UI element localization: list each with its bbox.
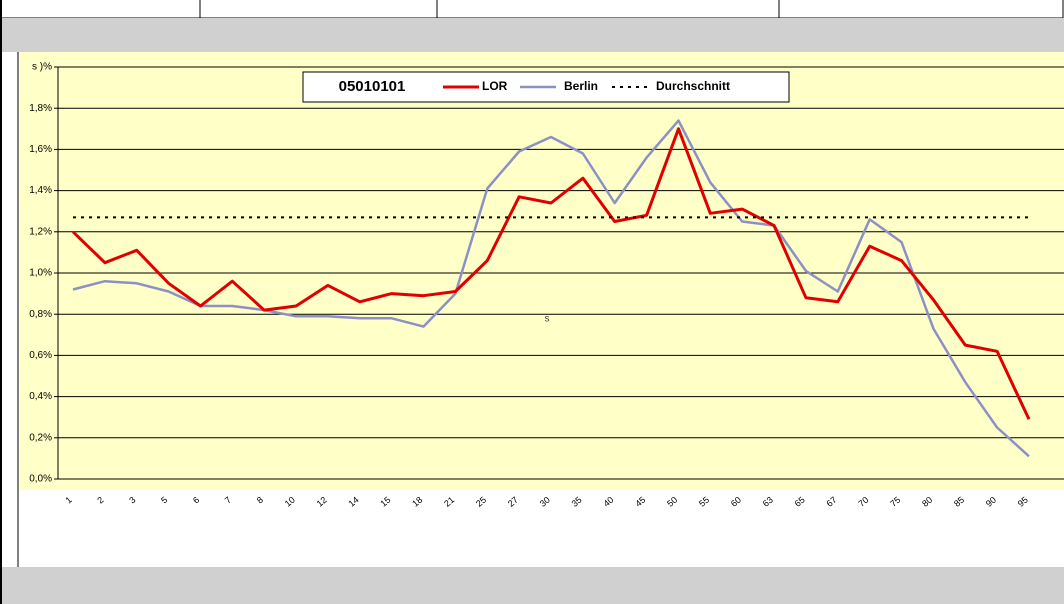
x-tick-label: 63 <box>761 495 775 509</box>
x-tick-label: 8 <box>255 495 265 506</box>
legend-label: Durchschnitt <box>656 79 730 93</box>
x-tick-label: 70 <box>856 495 870 509</box>
x-tick-label: 15 <box>378 495 392 509</box>
y-tick-label: 0,4% <box>29 391 52 402</box>
x-tick-label: 60 <box>729 495 743 509</box>
x-tick-label: 18 <box>410 495 424 509</box>
x-tick-label: 25 <box>474 495 488 509</box>
x-tick-label: 55 <box>697 495 711 509</box>
y-tick-label: 0,6% <box>29 350 52 361</box>
x-tick-label: 7 <box>223 495 233 506</box>
x-tick-label: 75 <box>888 495 902 509</box>
legend: 05010101 LOR Berlin Durchschnitt <box>302 71 790 103</box>
legend-title: 05010101 <box>339 78 406 95</box>
series-line <box>71 127 1031 420</box>
x-tick-label: 14 <box>347 495 361 509</box>
x-tick-label: 6 <box>191 495 201 506</box>
x-tick-label: 50 <box>665 495 679 509</box>
x-tick-label: 30 <box>538 495 552 509</box>
y-tick-label: 1,0% <box>29 268 52 279</box>
x-tick-label: 85 <box>952 495 966 509</box>
x-tick-label: 90 <box>984 495 998 509</box>
y-tick-label: 0,8% <box>29 309 52 320</box>
gray-band <box>1 18 1064 52</box>
y-tick-label: 1,6% <box>29 144 52 155</box>
top-table <box>0 0 1064 19</box>
legend-label: Berlin <box>564 79 598 93</box>
x-tick-label: 45 <box>633 495 647 509</box>
y-tick-label: 1,8% <box>29 103 52 114</box>
x-tick-label: 21 <box>442 495 456 509</box>
x-tick-label: 65 <box>793 495 807 509</box>
x-tick-label: 40 <box>601 495 615 509</box>
annotation: s <box>545 314 550 325</box>
x-tick-label: 27 <box>506 495 520 509</box>
y-tick-label: 1,2% <box>29 226 52 237</box>
x-tick-label: 67 <box>825 495 839 509</box>
y-tick-label: 1,4% <box>29 185 52 196</box>
x-tick-label: 3 <box>127 495 137 506</box>
gray-band <box>1 567 1064 604</box>
table-row <box>0 0 1064 19</box>
chart: 0,0% 0,2% 0,4% 0,6% 0,8% 1,0% 1,2% 1,4% 1,6% 1,8%… <box>29 62 1064 509</box>
x-tick-label: 1 <box>64 495 74 506</box>
x-tick-label: 80 <box>920 495 934 509</box>
series-line <box>72 119 1030 458</box>
y-tick-label: 0,2% <box>29 432 52 443</box>
y-tick-label: s )% <box>32 62 52 73</box>
y-tick-label: 0,0% <box>29 474 52 485</box>
x-tick-label: 2 <box>95 495 105 506</box>
x-tick-label: 35 <box>570 495 584 509</box>
x-tick-label: 95 <box>1016 495 1030 509</box>
legend-label: LOR <box>482 79 508 93</box>
plot-background <box>20 52 1064 490</box>
x-tick-label: 12 <box>315 495 329 509</box>
x-tick-label: 5 <box>159 495 169 506</box>
x-tick-label: 10 <box>283 495 297 509</box>
